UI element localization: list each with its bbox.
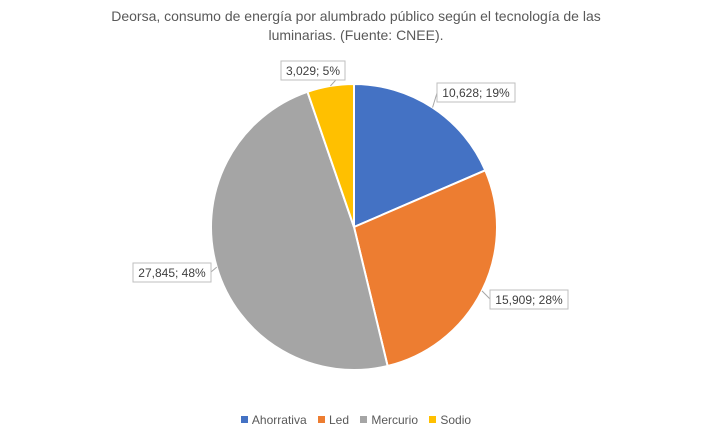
chart-title-line-2: luminarias. (Fuente: CNEE). [268, 27, 444, 43]
legend: Ahorrativa Led Mercurio Sodio [0, 412, 712, 427]
pie-slice-led [352, 168, 498, 368]
data-label-ahorrativa: 10,628; 19% [436, 82, 516, 103]
svg-text:15,909; 28%: 15,909; 28% [495, 293, 563, 307]
pie-slice-ahorrativa [353, 82, 487, 229]
data-label-mercurio: 27,845; 48% [132, 262, 212, 283]
leader-line-led [481, 290, 491, 300]
legend-item-sodio: Sodio [429, 413, 471, 427]
legend-swatch-ahorrativa [240, 416, 248, 423]
legend-item-mercurio: Mercurio [360, 413, 418, 427]
svg-text:10,628; 19%: 10,628; 19% [442, 86, 510, 100]
legend-swatch-led [317, 416, 325, 423]
data-label-sodio: 3,029; 5% [280, 60, 346, 81]
legend-label-led: Led [328, 412, 349, 427]
leader-line-mercurio [210, 266, 218, 273]
legend-label-mercurio: Mercurio [371, 412, 419, 427]
legend-label-sodio: Sodio [440, 412, 472, 427]
svg-text:27,845; 48%: 27,845; 48% [138, 266, 206, 280]
pie-slice-sodio [306, 82, 355, 228]
legend-label-ahorrativa: Ahorrativa [251, 412, 307, 427]
data-label-led: 15,909; 28% [489, 289, 569, 310]
legend-item-ahorrativa: Ahorrativa [240, 412, 307, 427]
legend-swatch-sodio [429, 416, 437, 423]
chart-title-line-1: Deorsa, consumo de energía por alumbrado… [111, 8, 601, 24]
legend-swatch-mercurio [360, 416, 368, 423]
legend-item-led: Led [317, 412, 349, 427]
svg-text:3,029; 5%: 3,029; 5% [286, 64, 340, 78]
leader-line-ahorrativa [432, 92, 438, 108]
